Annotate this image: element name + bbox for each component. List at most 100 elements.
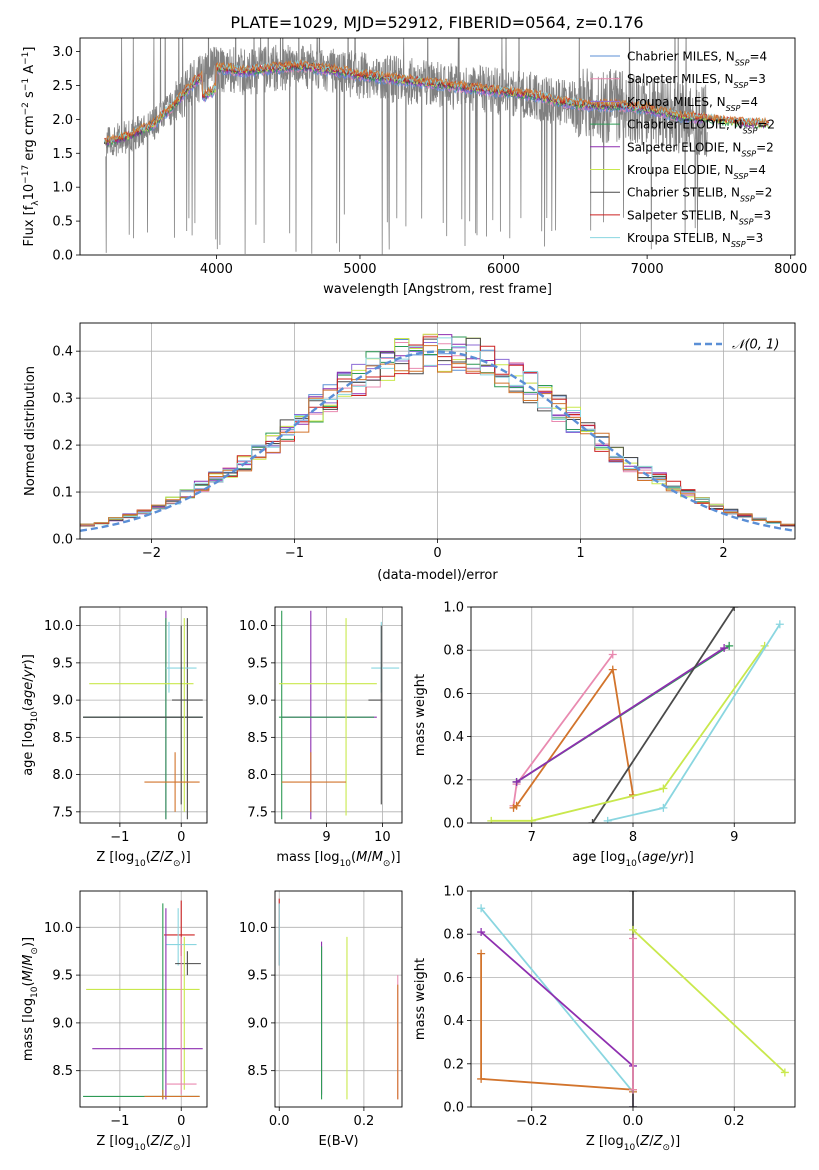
y-tick-label: 10.0	[239, 921, 268, 936]
y-tick-label: 1.0	[443, 885, 464, 900]
mass_vs_EBV-panel: 0.0 0.2 8.5 9.0 9.5 10.0	[239, 890, 403, 1129]
weight-marker	[629, 934, 637, 943]
x-tick-label: −1	[110, 1114, 129, 1129]
legend-label: Salpeter MILES, NSSP=3	[627, 72, 766, 90]
x-tick-label: 8	[629, 830, 637, 845]
y-tick-label: 9.0	[52, 1016, 73, 1031]
weight-line	[491, 645, 766, 822]
axes-frame	[470, 890, 796, 1108]
axes-frame	[79, 37, 796, 256]
x-tick-label: 8000	[774, 262, 807, 277]
histogram-orange	[80, 345, 795, 528]
age_vs_mass-xlabel: mass [log10(M/M⊙)]	[276, 850, 400, 869]
weight-line	[480, 907, 634, 1107]
axes-frame	[79, 606, 208, 824]
weight_vs_age-panel: 7 8 9 0.0 0.2 0.4 0.6 0.8 1.0 age [log10(age/yr)]…	[413, 601, 796, 869]
weight-line	[516, 647, 725, 783]
weight-marker	[629, 1085, 637, 1094]
weight-line	[632, 929, 786, 1074]
legend-label: Salpeter STELIB, NSSP=3	[627, 208, 771, 226]
age_vs_Z-points	[83, 610, 203, 820]
mass_vs_Z-panel: −1 0 8.5 9.0 9.5 10.0 Z [log10(Z/Z⊙)] mass [log…	[21, 890, 208, 1153]
weight_vs_Z-xlabel: Z [log10(Z/Z⊙)]	[586, 1134, 680, 1153]
y-tick-label: 0.5	[52, 215, 73, 230]
x-tick-label: 0	[433, 546, 441, 561]
mass_vs_Z-ylabel: mass [log10(M/M⊙)]	[21, 937, 40, 1061]
legend-label: Chabrier STELIB, NSSP=2	[627, 186, 772, 204]
weight-marker	[487, 816, 496, 823]
x-tick-label: 9	[730, 830, 738, 845]
y-tick-label: 9.5	[52, 656, 73, 671]
y-tick-label: 0.2	[52, 439, 73, 454]
weight-marker	[659, 784, 668, 793]
x-tick-label: 0	[177, 830, 185, 845]
weight_vs_Z-ylabel: mass weight	[413, 958, 428, 1040]
weight_vs_age-xlabel: age [log10(age/yr)]	[572, 850, 694, 869]
legend-label: Salpeter ELODIE, NSSP=2	[627, 140, 774, 158]
weight-marker	[775, 620, 784, 629]
y-tick-label: 0.8	[443, 644, 464, 659]
x-tick-label: −1	[285, 546, 304, 561]
weight-marker	[659, 803, 668, 812]
axes-frame	[79, 322, 796, 540]
age_vs_mass-points	[278, 610, 400, 820]
y-tick-label: 10.0	[44, 921, 73, 936]
residual-histograms	[80, 333, 795, 532]
y-tick-label: 10.0	[239, 619, 268, 634]
spectrum-lines	[103, 38, 770, 255]
legend-label: Kroupa ELODIE, NSSP=4	[627, 163, 766, 181]
spectrum-xlabel: wavelength [Angstrom, rest frame]	[323, 282, 552, 297]
weight-line	[512, 667, 634, 809]
y-tick-label: 9.0	[52, 694, 73, 709]
weight_vs_age-series	[487, 607, 784, 823]
y-tick-label: 9.5	[52, 969, 73, 984]
y-tick-label: 7.5	[247, 805, 268, 820]
weight-marker	[477, 904, 486, 913]
x-tick-label: −1	[110, 830, 129, 845]
weight-marker	[477, 1074, 486, 1083]
model-spectrum-kroupa_stelib	[103, 59, 769, 144]
y-tick-label: 0.0	[52, 533, 73, 548]
y-tick-label: 0.6	[443, 971, 464, 986]
x-tick-label: 5000	[343, 262, 376, 277]
y-tick-label: 9.0	[247, 694, 268, 709]
axes-frame	[274, 890, 403, 1108]
mass_vs_Z-xlabel: Z [log10(Z/Z⊙)]	[96, 1134, 190, 1153]
y-tick-label: 3.0	[52, 45, 73, 60]
residuals-ylabel: Normed distribution	[23, 366, 38, 496]
figure-title: PLATE=1029, MJD=52912, FIBERID=0564, z=0…	[230, 13, 643, 32]
weight-line	[591, 607, 736, 823]
mass_vs_EBV-points	[278, 898, 399, 1100]
x-tick-label: 4000	[200, 262, 233, 277]
weight-marker	[608, 665, 617, 674]
y-tick-label: 8.5	[52, 731, 73, 746]
weight-marker	[730, 607, 739, 611]
x-tick-label: 7	[528, 830, 536, 845]
x-tick-label: 0	[177, 1114, 185, 1129]
weight-marker	[527, 816, 536, 823]
x-tick-label: 0.0	[269, 1114, 290, 1129]
weight-line	[480, 953, 634, 1092]
weight-marker	[512, 801, 521, 810]
y-tick-label: 9.5	[247, 656, 268, 671]
y-tick-label: 0.4	[52, 345, 73, 360]
age_vs_mass-panel: 9 10 7.5 8.0 8.5 9.0 9.5 10.0 mass [log10(M/M⊙)]	[239, 606, 403, 869]
spectrum-panel: 4000 5000 6000 7000 8000 0.0 0.5 1.0 1.5 2.0 2.5 3.…	[21, 37, 807, 297]
y-tick-label: 0.4	[443, 1014, 464, 1029]
y-tick-label: 1.5	[52, 147, 73, 162]
age_vs_Z-ylabel: age [log10(age/yr)]	[21, 654, 40, 776]
mass_vs_Z-points	[83, 900, 203, 1100]
axes-frame	[470, 606, 796, 824]
y-tick-label: 8.5	[247, 731, 268, 746]
weight-marker	[477, 928, 486, 937]
axes-layer: 4000 5000 6000 7000 80000.00.51.01.52.02.53.…	[21, 37, 807, 1153]
y-tick-label: 2.0	[52, 113, 73, 128]
y-tick-label: 0.3	[52, 392, 73, 407]
y-tick-label: 0.6	[443, 687, 464, 702]
weight-marker	[477, 949, 486, 958]
y-tick-label: 9.5	[247, 969, 268, 984]
weight-marker	[512, 777, 521, 786]
weight_vs_Z-panel: −0.2 0.0 0.2 0.0 0.2 0.4 0.6 0.8 1.0 Z [log10(Z/Z…	[413, 885, 796, 1153]
x-tick-label: 10	[374, 830, 391, 845]
y-tick-label: 1.0	[52, 181, 73, 196]
